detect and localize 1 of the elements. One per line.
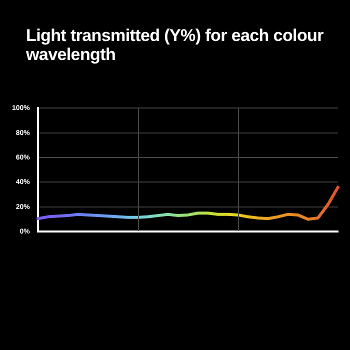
- chart-title: Light transmitted (Y%) for each colour wavelength: [26, 26, 324, 64]
